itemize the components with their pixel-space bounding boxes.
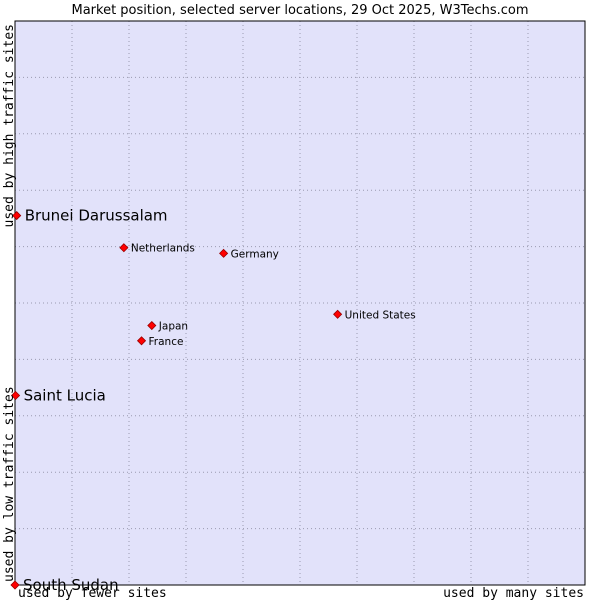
point-brunei-darussalam: Brunei Darussalam <box>12 207 168 225</box>
point-netherlands: Netherlands <box>119 243 195 255</box>
data-points: Brunei Darussalam Saint Lucia South Sudan N… <box>10 207 416 594</box>
point-label-france: France <box>149 336 184 348</box>
point-united-states: United States <box>333 309 416 321</box>
point-germany: Germany <box>219 248 279 260</box>
point-label-united-states: United States <box>345 309 416 321</box>
chart-title: Market position, selected server locatio… <box>71 3 528 18</box>
point-south-sudan: South Sudan <box>10 576 119 594</box>
grid <box>15 21 585 585</box>
point-france: France <box>136 336 184 348</box>
plot-frame <box>14 20 586 586</box>
point-saint-lucia: Saint Lucia <box>11 386 106 404</box>
y-axis-label-top: used by high traffic sites <box>2 24 17 228</box>
point-japan: Japan <box>147 320 188 333</box>
point-marker-netherlands <box>119 243 129 253</box>
point-marker-japan <box>147 320 157 331</box>
point-marker-south-sudan <box>10 580 20 590</box>
point-marker-brunei-darussalam <box>12 211 22 221</box>
point-marker-saint-lucia <box>11 390 21 401</box>
y-axis-label-bottom: used by low traffic sites <box>2 386 17 582</box>
point-label-saint-lucia: Saint Lucia <box>24 386 106 404</box>
point-marker-germany <box>219 248 229 258</box>
point-label-brunei-darussalam: Brunei Darussalam <box>25 207 168 225</box>
point-marker-france <box>136 336 147 346</box>
point-label-south-sudan: South Sudan <box>23 576 119 594</box>
point-label-japan: Japan <box>158 321 188 333</box>
x-axis-label-left: used by fewer sites <box>18 586 167 600</box>
point-label-germany: Germany <box>231 248 279 260</box>
point-marker-united-states <box>333 309 343 319</box>
x-axis-label-right: used by many sites <box>443 586 584 600</box>
point-label-netherlands: Netherlands <box>131 243 195 255</box>
